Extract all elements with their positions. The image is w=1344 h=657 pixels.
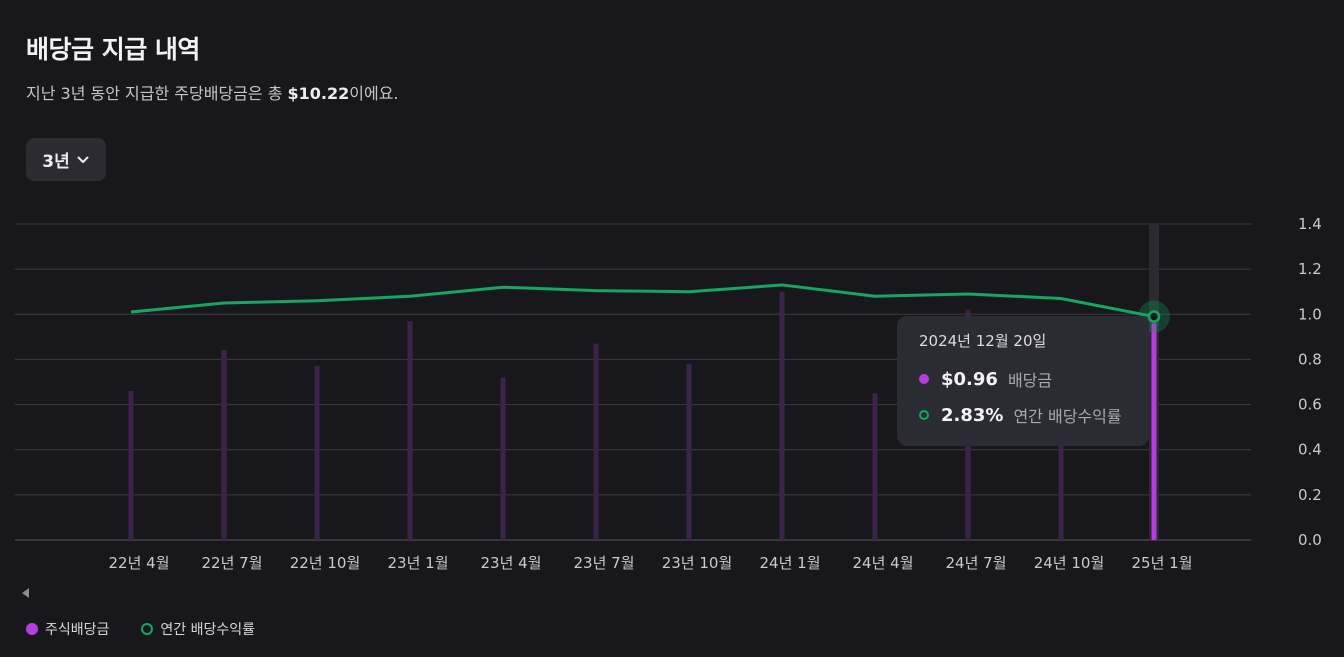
tooltip-dividend-label: 배당금 <box>1007 371 1053 390</box>
yield-point[interactable] <box>123 304 139 320</box>
y-tick-label: 1.0 <box>1298 305 1322 323</box>
dividend-bar[interactable] <box>221 350 227 540</box>
yield-point[interactable] <box>309 293 325 309</box>
tooltip-yield-row: 2.83% 연간 배당수익률 <box>919 397 1127 433</box>
x-tick-label: 24년 7월 <box>946 554 1007 572</box>
tooltip-date: 2024년 12월 20일 <box>919 332 1047 350</box>
scroll-left-icon[interactable] <box>22 588 29 598</box>
dividend-bar[interactable] <box>314 366 320 540</box>
x-tick-label: 22년 7월 <box>202 554 263 572</box>
chart-legend: 주식배당금 연간 배당수익률 <box>26 619 287 639</box>
summary-total: $10.22 <box>287 84 350 103</box>
dividend-bar[interactable] <box>872 393 878 540</box>
x-tick-label: 23년 4월 <box>481 554 542 572</box>
dividend-bar[interactable] <box>500 377 506 540</box>
x-tick-label: 23년 7월 <box>574 554 635 572</box>
yield-point[interactable] <box>216 295 232 311</box>
y-tick-label: 1.2 <box>1298 260 1322 278</box>
dividend-bar[interactable] <box>407 321 413 540</box>
dividend-bar[interactable] <box>593 343 599 540</box>
x-tick-label: 23년 1월 <box>388 554 449 572</box>
x-tick-label: 22년 4월 <box>109 554 170 572</box>
legend-yield-label: 연간 배당수익률 <box>160 622 256 638</box>
dividend-summary: 지난 3년 동안 지급한 주당배당금은 총 $10.22이에요. <box>26 80 399 104</box>
page-title: 배당금 지급 내역 <box>26 35 200 64</box>
y-tick-label: 0.4 <box>1298 441 1322 459</box>
tooltip-yield-value: 2.83% <box>941 404 1004 426</box>
y-tick-label: 0.8 <box>1298 350 1322 368</box>
dividend-bar[interactable] <box>686 363 692 540</box>
legend-dividend-label: 주식배당금 <box>45 622 110 638</box>
x-tick-label: 22년 10월 <box>290 554 361 572</box>
yield-ring-icon <box>141 623 154 635</box>
yield-ring-icon <box>919 410 929 420</box>
y-tick-label: 1.4 <box>1298 215 1322 233</box>
legend-item-dividend[interactable]: 주식배당금 <box>26 619 109 639</box>
dividend-bar[interactable] <box>128 391 134 540</box>
chart-tooltip: 2024년 12월 20일 $0.96 배당금 2.83% 연간 배당수익률 <box>897 316 1149 446</box>
dividend-bar[interactable] <box>779 291 785 540</box>
x-tick-label: 25년 1월 <box>1132 554 1193 572</box>
period-dropdown-button[interactable]: 3년 <box>26 138 106 181</box>
tooltip-dividend-value: $0.96 <box>941 368 998 390</box>
yield-point[interactable] <box>1053 290 1069 306</box>
yield-point[interactable] <box>495 279 511 295</box>
summary-suffix: 이에요. <box>349 84 399 103</box>
yield-point[interactable] <box>681 284 697 300</box>
yield-point[interactable] <box>588 283 604 299</box>
x-tick-label: 24년 10월 <box>1034 554 1105 572</box>
legend-item-yield[interactable]: 연간 배당수익률 <box>141 619 255 639</box>
x-tick-label: 24년 4월 <box>853 554 914 572</box>
yield-point[interactable] <box>402 288 418 304</box>
active-point[interactable] <box>1147 310 1161 323</box>
yield-point[interactable] <box>867 288 883 304</box>
dividend-chart[interactable]: 0.0 0.2 0.4 0.6 0.8 1.0 1.2 1.4 22년 4월 22년 7월 22년 … <box>0 200 1344 580</box>
yield-point[interactable] <box>774 277 790 293</box>
summary-prefix: 지난 3년 동안 지급한 주당배당금은 총 <box>26 84 288 103</box>
y-tick-label: 0.0 <box>1298 531 1322 549</box>
chevron-down-icon <box>77 156 89 163</box>
x-tick-label: 23년 10월 <box>662 554 733 572</box>
dividend-bar[interactable] <box>1058 393 1064 540</box>
y-tick-label: 0.6 <box>1298 396 1322 414</box>
tooltip-yield-label: 연간 배당수익률 <box>1013 407 1122 426</box>
y-tick-label: 0.2 <box>1298 486 1322 504</box>
dividend-dot-icon <box>26 623 38 635</box>
dividend-dot-icon <box>919 374 929 384</box>
yield-line <box>130 283 1155 319</box>
tooltip-dividend-row: $0.96 배당금 <box>919 361 1127 397</box>
period-label: 3년 <box>42 152 70 172</box>
x-tick-label: 24년 1월 <box>760 554 821 572</box>
dividend-bar[interactable] <box>1151 323 1157 540</box>
yield-point[interactable] <box>960 286 976 302</box>
